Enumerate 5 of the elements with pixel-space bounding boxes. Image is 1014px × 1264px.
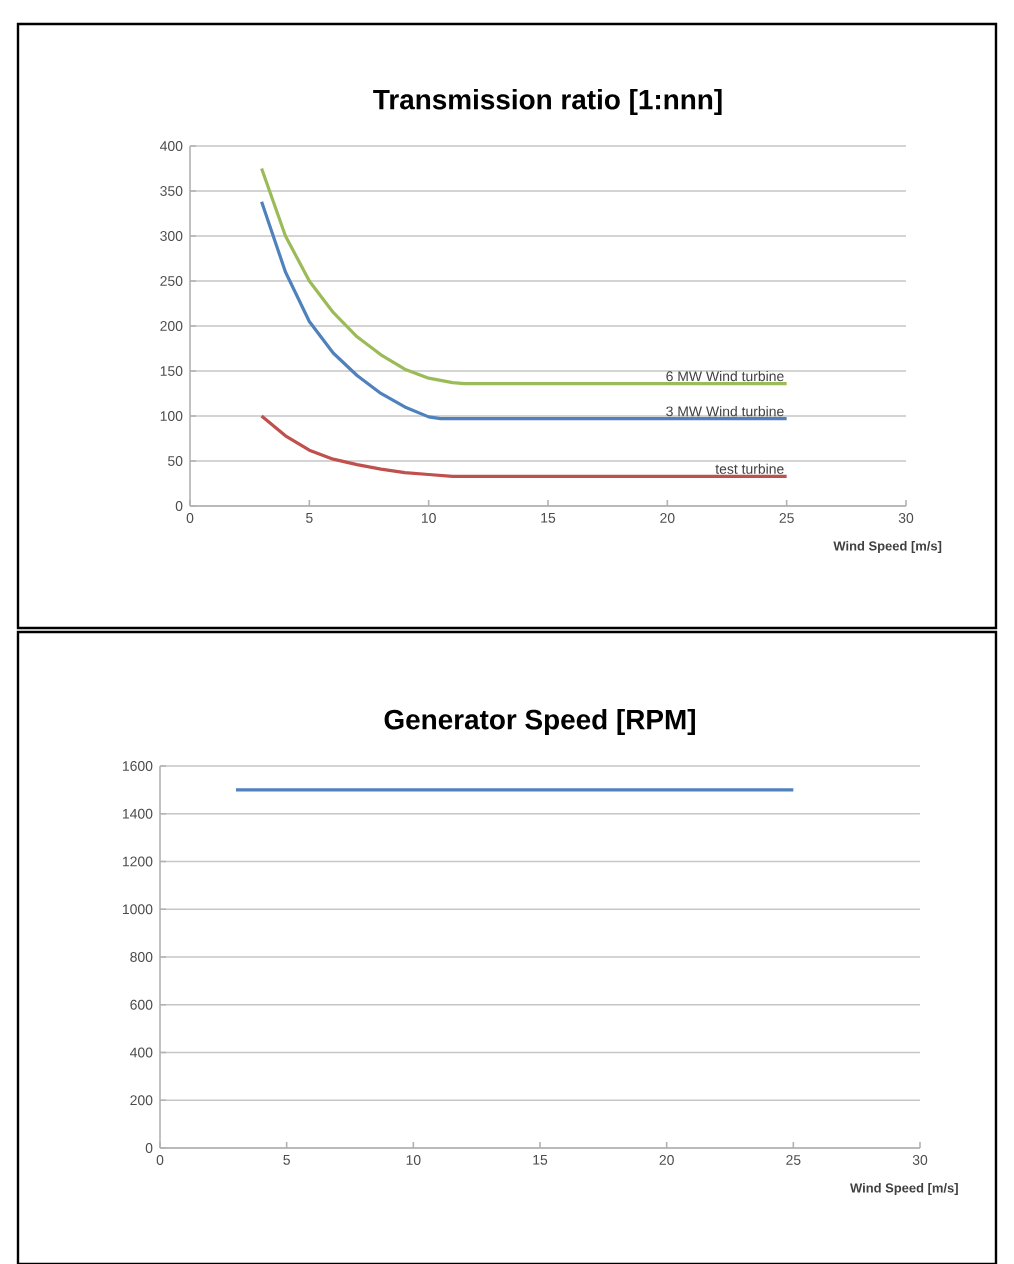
chart-title: Generator Speed [RPM] [384, 708, 695, 735]
line-series [260, 200, 789, 421]
line-series [260, 166, 789, 386]
chart-title: Transmission ratio [1:nnn] [373, 88, 722, 115]
line-series [260, 414, 789, 478]
